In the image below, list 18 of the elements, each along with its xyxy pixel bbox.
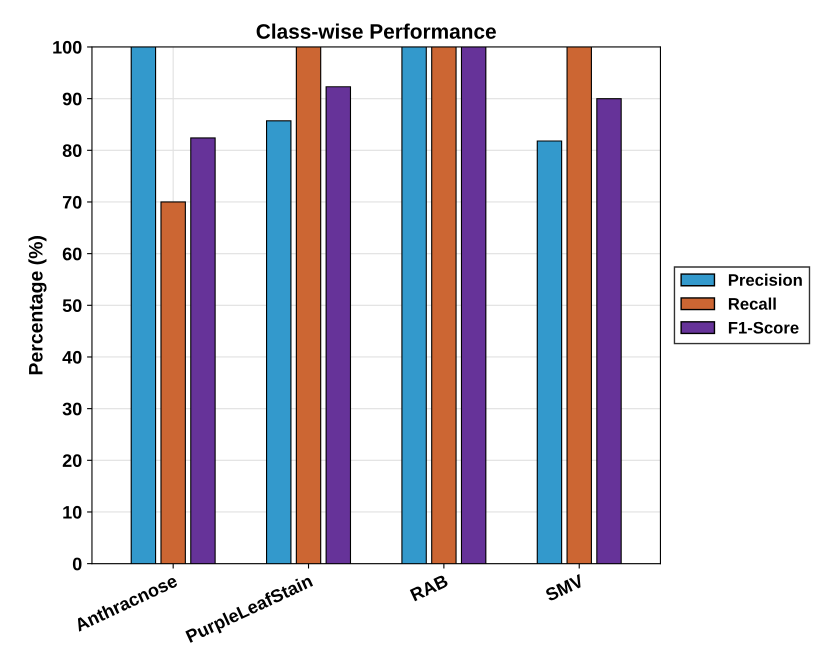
chart-title: Class-wise Performance — [256, 24, 496, 39]
y-tick-label: 90 — [62, 92, 82, 106]
y-tick-label: 30 — [62, 402, 82, 416]
y-tick-label: 0 — [72, 558, 82, 570]
legend-label: F1-Score — [728, 322, 799, 334]
y-tick-label: 100 — [53, 40, 82, 54]
legend-label: Precision — [728, 274, 802, 286]
y-axis-title: Percentage (%) — [28, 236, 47, 374]
x-tick-label: SMV — [544, 574, 585, 602]
y-tick-label: 60 — [62, 248, 82, 260]
y-tick-label: 40 — [62, 350, 82, 364]
y-tick-label: 20 — [62, 454, 82, 468]
y-tick-label: 70 — [62, 196, 82, 209]
y-tick-label: 10 — [63, 506, 82, 519]
y-tick-label: 80 — [62, 144, 82, 158]
x-tick-label: RAB — [410, 574, 449, 602]
legend-label: Recall — [728, 298, 776, 310]
y-tick-label: 50 — [62, 299, 82, 312]
